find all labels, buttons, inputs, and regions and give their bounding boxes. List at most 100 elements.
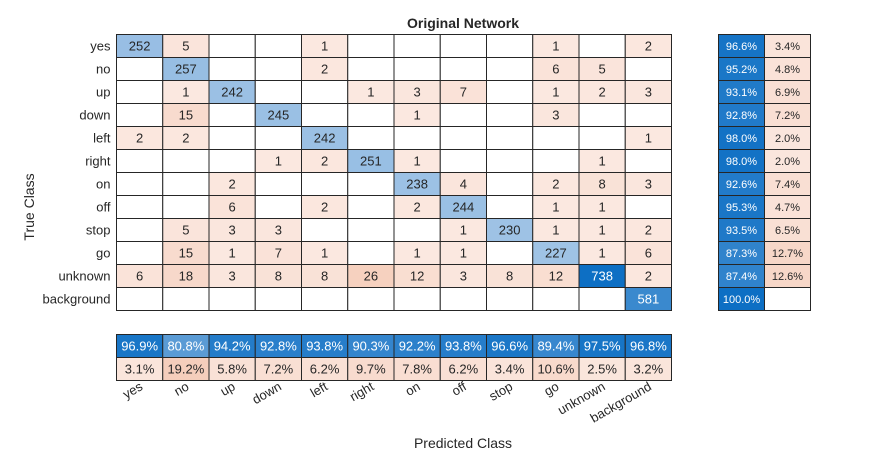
matrix-cell-stop-left [301,218,349,242]
matrix-value-on-background: 3 [645,177,652,192]
column-summary-value-unknown-incorrect: 2.5% [587,362,617,377]
row-summary-value-background-correct: 100.0% [723,294,761,306]
column-summary-value-off-correct: 93.8% [445,339,482,354]
matrix-cell-right-no [162,149,210,173]
row-summary-value-up-incorrect: 6.9% [775,87,800,99]
matrix-cell-off-background [624,195,672,219]
matrix-value-unknown-down: 8 [275,269,282,284]
matrix-value-up-right: 1 [367,85,374,100]
matrix-value-off-left: 2 [321,200,328,215]
matrix-cell-background-background [624,287,672,311]
matrix-cell-left-stop [486,126,534,150]
column-summary-value-background-incorrect: 3.2% [634,362,664,377]
row-summary-value-left-incorrect: 2.0% [775,133,800,145]
matrix-cell-up-yes [116,80,164,104]
column-summary-value-unknown-correct: 97.5% [584,339,621,354]
column-summary-value-down-incorrect: 7.2% [264,362,294,377]
matrix-value-left-no: 2 [182,131,189,146]
matrix-value-up-no: 1 [182,85,189,100]
matrix-cell-off-no [162,195,210,219]
column-summary-value-no-incorrect: 19.2% [167,362,204,377]
matrix-cell-right-go [532,149,580,173]
row-summary-value-no-incorrect: 4.8% [775,64,800,76]
matrix-cell-left-off [439,126,487,150]
matrix-cell-go-stop [486,241,534,265]
matrix-cell-down-yes [116,103,164,127]
column-summary-value-background-correct: 96.8% [630,339,667,354]
matrix-cell-no-down [254,57,302,81]
matrix-value-up-background: 3 [645,85,652,100]
matrix-value-right-down: 1 [275,154,282,169]
column-summary-value-left-correct: 93.8% [306,339,343,354]
column-summary-value-no-correct: 80.8% [167,339,204,354]
row-label-no: no [96,62,110,77]
row-label-on: on [96,177,110,192]
matrix-value-on-on: 238 [406,177,428,192]
matrix-value-go-no: 15 [179,246,193,261]
column-summary: 96.9% 80.8% 94.2% 92.8% 93.8% 90.3% 92.2% 93.8%… [116,334,672,381]
matrix-cell-on-right [347,172,395,196]
column-label-yes: yes [120,378,145,401]
matrix-cell-background-unknown [578,287,626,311]
row-label-yes: yes [90,39,111,54]
column-summary-value-down-correct: 92.8% [260,339,297,354]
row-label-off: off [96,200,111,215]
matrix-value-go-off: 1 [460,246,467,261]
column-label-stop: stop [486,379,515,404]
matrix-cell-stop-on [393,218,441,242]
matrix-cell-background-go [532,287,580,311]
matrix-cell-up-left [301,80,349,104]
matrix-cell-yes-unknown [578,34,626,58]
matrix-cell-yes-down [254,34,302,58]
column-summary-value-go-incorrect: 10.6% [537,362,574,377]
matrix-value-yes-go: 1 [552,39,559,54]
matrix-cell-off-down [254,195,302,219]
matrix-value-up-go: 1 [552,85,559,100]
matrix-value-stop-off: 1 [460,223,467,238]
row-summary-value-up-correct: 93.1% [726,87,757,99]
matrix-value-yes-yes: 252 [129,39,151,54]
row-label-up: up [96,85,110,100]
row-label-go: go [96,246,110,261]
matrix-cell-stop-right [347,218,395,242]
matrix-value-go-on: 1 [414,246,421,261]
row-summary-value-off-correct: 95.3% [726,202,757,214]
matrix-cell-on-stop [486,172,534,196]
matrix-cell-go-yes [116,241,164,265]
matrix-cell-left-right [347,126,395,150]
matrix-cell-no-right [347,57,395,81]
column-label-left: left [308,378,331,400]
matrix-cell-left-on [393,126,441,150]
matrix-cell-left-down [254,126,302,150]
matrix-cell-off-right [347,195,395,219]
matrix-value-on-unknown: 8 [599,177,606,192]
matrix-cell-background-left [301,287,349,311]
matrix-value-unknown-no: 18 [179,269,193,284]
row-label-stop: stop [86,223,111,238]
column-summary-value-up-correct: 94.2% [214,339,251,354]
row-summary-value-right-incorrect: 2.0% [775,156,800,168]
row-summary-value-no-correct: 95.2% [726,64,757,76]
matrix-value-go-down: 7 [275,246,282,261]
matrix-cell-down-stop [486,103,534,127]
row-summary-value-yes-correct: 96.6% [726,41,757,53]
matrix-cell-down-off [439,103,487,127]
matrix-cell-background-no [162,287,210,311]
row-summary-value-unknown-incorrect: 12.6% [772,271,803,283]
matrix-cell-down-left [301,103,349,127]
matrix-value-go-unknown: 1 [599,246,606,261]
matrix-value-right-left: 2 [321,154,328,169]
matrix-value-yes-left: 1 [321,39,328,54]
matrix-value-stop-go: 1 [552,223,559,238]
row-summary-value-go-correct: 87.3% [726,248,757,260]
matrix-value-unknown-on: 12 [410,269,424,284]
row-summary: 96.6% 3.4% 95.2% 4.8% 93.1% 6.9% 92.8% 7.2% 98.0… [718,34,811,311]
matrix-value-unknown-right: 26 [364,269,378,284]
matrix-cell-right-off [439,149,487,173]
row-summary-cell-background-incorrect [764,287,811,311]
matrix-cell-background-up [208,287,256,311]
column-summary-value-left-incorrect: 6.2% [310,362,340,377]
column-summary-value-on-incorrect: 7.8% [402,362,432,377]
matrix-cell-right-background [624,149,672,173]
matrix-cell-yes-on [393,34,441,58]
